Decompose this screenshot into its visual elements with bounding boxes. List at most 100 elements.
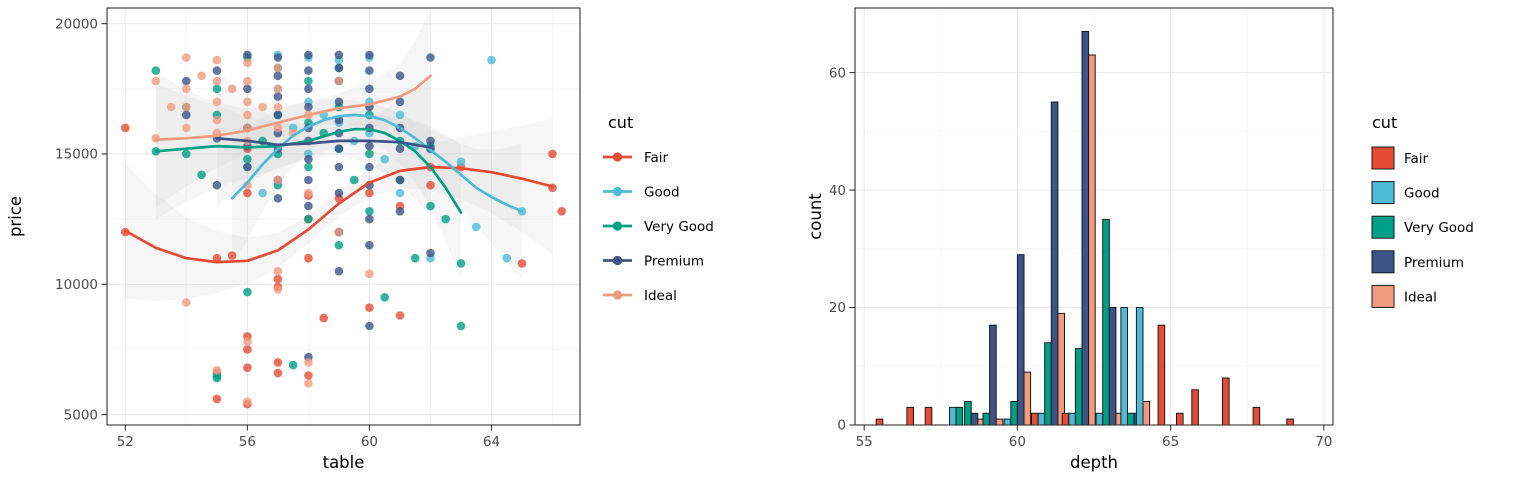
x-tick-label: 60 [1009, 434, 1026, 450]
scatter-point [273, 123, 283, 133]
bar-fair [1031, 412, 1039, 426]
bar-fair [1061, 412, 1070, 426]
legend-entry-very-good: Very Good [603, 219, 714, 235]
scatter-point [365, 303, 374, 313]
legend-entry-good: Good [603, 185, 680, 201]
scatter-point [212, 115, 222, 125]
legend-entry-fair: Fair [603, 150, 669, 166]
panel-border [106, 7, 581, 426]
scatter-point [304, 84, 313, 94]
scatter-point [319, 313, 329, 323]
smooth-line-very-good [154, 127, 463, 214]
scatter-point [380, 293, 390, 302]
scatter-point [426, 180, 435, 190]
scatter-point [334, 227, 344, 237]
scatter-point [243, 97, 252, 107]
bar-premium [1081, 31, 1090, 426]
bar-ideal [1023, 371, 1032, 426]
scatter-point [471, 222, 481, 232]
x-tick-label: 55 [856, 434, 873, 450]
scatter-point [334, 50, 344, 60]
scatter-point [212, 76, 222, 86]
y-tick-label: 20 [829, 300, 846, 316]
scatter-point [182, 110, 191, 120]
scatter-point [212, 55, 222, 65]
scatter-point [304, 201, 313, 211]
y-tick-label: 10000 [55, 277, 98, 293]
scatter-point [243, 162, 252, 172]
scatter-point [182, 76, 191, 86]
scatter-point [273, 102, 283, 112]
scatter-point [243, 84, 252, 94]
histogram-chart: 55 60 65 70 0 20 40 60 depth count cut Fair Good Very… [800, 0, 1536, 480]
scatter-point [395, 175, 405, 185]
scatter-point [304, 358, 313, 367]
legend-label: Fair [644, 150, 669, 166]
legend-entry-fair: Fair [1371, 146, 1429, 170]
legend-entry-ideal: Ideal [603, 288, 677, 304]
legend-key-swatch [1371, 284, 1395, 308]
scatter-point [365, 269, 374, 279]
legend-label: Ideal [644, 288, 677, 304]
scatter-point [151, 76, 161, 86]
scatter-point [426, 248, 435, 258]
y-tick-label: 60 [829, 65, 846, 81]
bar-ideal [1142, 401, 1151, 426]
bar-good [1003, 418, 1012, 426]
legend-label: Good [644, 185, 680, 201]
y-axis-title: price [6, 196, 25, 237]
scatter-point [395, 207, 405, 216]
x-axis-title: table [323, 453, 365, 472]
scatter-point [517, 259, 527, 268]
scatter-point [243, 287, 252, 297]
legend-entry-very-good: Very Good [1371, 215, 1474, 239]
scatter-point [426, 201, 435, 211]
scatter-point [380, 154, 390, 164]
scatter-point [182, 123, 191, 133]
scatter-point [304, 154, 313, 164]
bar-premium [970, 412, 979, 426]
scatter-point [456, 321, 466, 331]
scatter-point [304, 102, 313, 112]
confidence-ribbon-ideal [155, 8, 431, 208]
bar-good [1135, 307, 1144, 426]
scatter-point [426, 53, 435, 62]
scatter-point [304, 50, 313, 60]
legend-key-point [612, 186, 623, 197]
bar-good [1068, 412, 1076, 426]
x-tick-label: 56 [239, 434, 256, 450]
scatter-chart: 52 56 60 64 5000 10000 15000 20000 table price cut… [6, 7, 714, 472]
legend-key-swatch [1371, 181, 1395, 205]
bar-very-good [955, 406, 964, 426]
scatter-point [395, 71, 405, 81]
scatter-point [304, 253, 313, 263]
scatter-point [212, 373, 222, 383]
scatter-point [365, 50, 374, 60]
scatter-point [273, 63, 283, 73]
legend-label: Premium [1404, 255, 1464, 271]
scatter-point [304, 66, 313, 75]
legend-key-swatch [1371, 250, 1395, 274]
scatter-point [365, 321, 374, 331]
scatter-point [426, 136, 435, 146]
legend-key-point [612, 255, 623, 266]
scatter-points-ideal [151, 53, 374, 406]
scatter-point [243, 345, 252, 354]
scatter-point [304, 214, 313, 224]
smooth-line-fair [123, 165, 554, 264]
scatter-point [227, 84, 237, 94]
scatter-point [243, 58, 252, 67]
bar-fair [1286, 418, 1294, 426]
scatter-point [151, 66, 161, 75]
x-axis-title: depth [1070, 453, 1118, 472]
bar-very-good [982, 412, 991, 426]
bar-fair [924, 406, 933, 426]
scatter-point [304, 162, 313, 172]
scatter-point [365, 149, 374, 159]
bar-premium [1108, 307, 1117, 426]
x-tick-label: 52 [117, 434, 134, 450]
scatter-point [334, 266, 344, 276]
scatter-point [273, 368, 283, 378]
bar-premium [989, 324, 997, 426]
panel-border [854, 7, 1334, 426]
